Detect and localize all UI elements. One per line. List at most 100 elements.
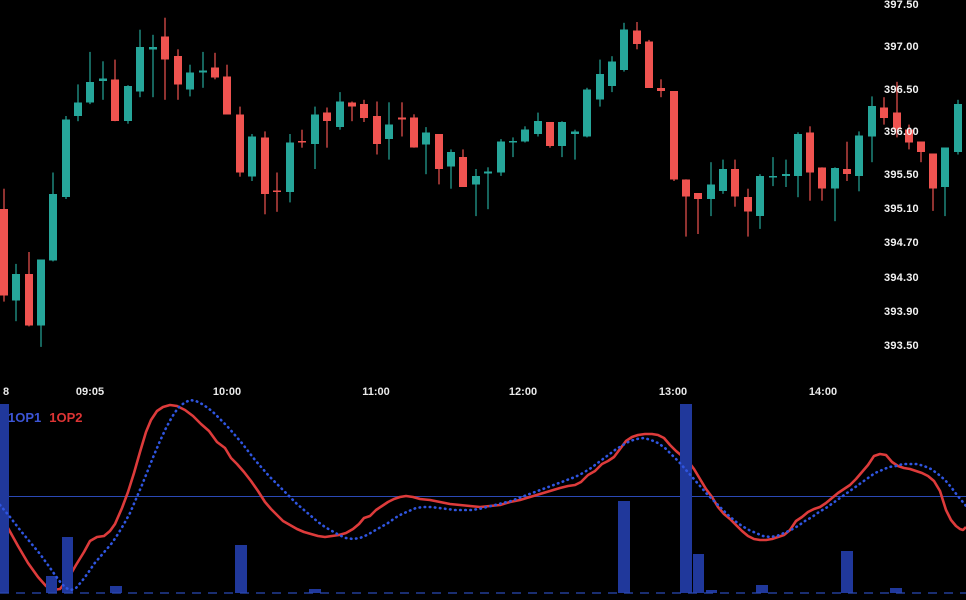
- histogram-bar: [46, 576, 57, 593]
- histogram-bar: [62, 537, 73, 593]
- oscillator-line-1op1: [0, 398, 966, 592]
- candle-body-up: [607, 61, 617, 87]
- candle-body-down: [409, 117, 419, 148]
- candle-body-down: [681, 179, 691, 197]
- candle-body-up: [247, 136, 257, 177]
- price-axis-label: 397.50: [884, 0, 919, 11]
- candle-body-up: [508, 140, 518, 143]
- candle-body-down: [297, 140, 307, 143]
- candle-body-down: [817, 167, 827, 189]
- candle-body-up: [496, 141, 506, 173]
- histogram-bar: [680, 404, 692, 593]
- candle-body-down: [693, 193, 703, 199]
- candle-body-up: [781, 174, 791, 176]
- histogram-bar: [706, 590, 717, 593]
- histogram-bar: [693, 554, 704, 593]
- candle-body-up: [706, 184, 716, 199]
- candle-body-up: [285, 142, 295, 193]
- candle-body-down: [458, 157, 468, 187]
- histogram-bar: [309, 589, 321, 593]
- candle-body-up: [11, 274, 21, 301]
- candle-body-down: [842, 169, 852, 175]
- candle-body-down: [322, 112, 332, 122]
- price-axis-label: 395.50: [884, 169, 919, 181]
- candle-body-down: [916, 141, 926, 152]
- candle-body-up: [61, 119, 71, 198]
- indicator-legend: 1OP1 1OP2: [8, 410, 83, 425]
- candle-body-down: [669, 91, 679, 180]
- candle-body-down: [272, 190, 282, 193]
- candle-body-down: [0, 209, 9, 296]
- candle-body-down: [235, 114, 245, 173]
- histogram-bar: [841, 551, 853, 593]
- time-axis-label: 09:05: [75, 386, 105, 398]
- candle-body-down: [743, 197, 753, 212]
- candle-body-down: [397, 117, 407, 120]
- candle-body-up: [582, 89, 592, 137]
- candle-body-up: [940, 147, 950, 187]
- candle-body-down: [210, 67, 220, 78]
- indicator-series2-label: 1OP2: [49, 410, 83, 425]
- candle-body-up: [830, 168, 840, 189]
- price-axis-label: 393.90: [884, 306, 919, 318]
- candle-body-up: [421, 132, 431, 145]
- candle-body-up: [619, 29, 629, 70]
- candle-body-down: [260, 137, 270, 194]
- candle-body-down: [372, 116, 382, 145]
- candle-body-up: [36, 259, 46, 326]
- time-axis-label: 8: [2, 386, 10, 398]
- time-axis-label: 14:00: [808, 386, 838, 398]
- candle-body-up: [48, 193, 58, 261]
- candle-body-up: [520, 129, 530, 142]
- price-axis-label: 393.50: [884, 340, 919, 352]
- histogram-bar: [756, 585, 768, 593]
- price-axis-label: 394.30: [884, 272, 919, 284]
- candle-body-up: [953, 104, 963, 152]
- candle-body-up: [198, 70, 208, 73]
- candle-body-up: [384, 124, 394, 140]
- histogram-bar: [110, 586, 122, 593]
- candle-body-up: [533, 121, 543, 134]
- candle-body-up: [123, 86, 133, 122]
- candle-body-up: [483, 171, 493, 174]
- candle-body-up: [867, 105, 877, 137]
- time-axis-label: 11:00: [362, 386, 390, 398]
- candle-body-down: [222, 76, 232, 115]
- indicator-series1-label: 1OP1: [8, 410, 42, 425]
- candle-body-down: [879, 107, 889, 118]
- candle-body-up: [854, 135, 864, 176]
- candle-body-down: [545, 122, 555, 146]
- candle-body-down: [110, 79, 120, 122]
- candle-body-down: [644, 41, 654, 88]
- time-axis-label: 10:00: [212, 386, 242, 398]
- histogram-bar: [890, 588, 902, 593]
- candle-body-down: [173, 56, 183, 85]
- price-axis-label: 396.50: [884, 84, 919, 96]
- candle-body-down: [347, 102, 357, 107]
- candle-body-up: [718, 169, 728, 192]
- candle-body-down: [24, 274, 34, 326]
- candle-body-down: [434, 134, 444, 170]
- candle-body-down: [904, 129, 914, 143]
- candle-body-up: [148, 46, 158, 50]
- price-axis-label: 396.00: [884, 126, 919, 138]
- time-axis-label: 13:00: [658, 386, 688, 398]
- candle-body-up: [755, 175, 765, 217]
- candle-body-up: [73, 102, 83, 116]
- candle-body-down: [359, 104, 369, 118]
- candle-body-up: [135, 46, 145, 92]
- candle-body-up: [570, 131, 580, 134]
- oscillator-line-1op2: [0, 403, 966, 592]
- candle-body-up: [768, 175, 778, 178]
- candle-body-up: [98, 78, 108, 81]
- candle-body-up: [310, 114, 320, 145]
- time-axis-label: 12:00: [508, 386, 538, 398]
- histogram-bar: [235, 545, 247, 593]
- histogram-bar: [0, 404, 9, 593]
- candle-body-down: [892, 112, 902, 130]
- candle-body-up: [335, 101, 345, 128]
- price-axis-label: 397.00: [884, 41, 919, 53]
- candle-body-down: [805, 132, 815, 173]
